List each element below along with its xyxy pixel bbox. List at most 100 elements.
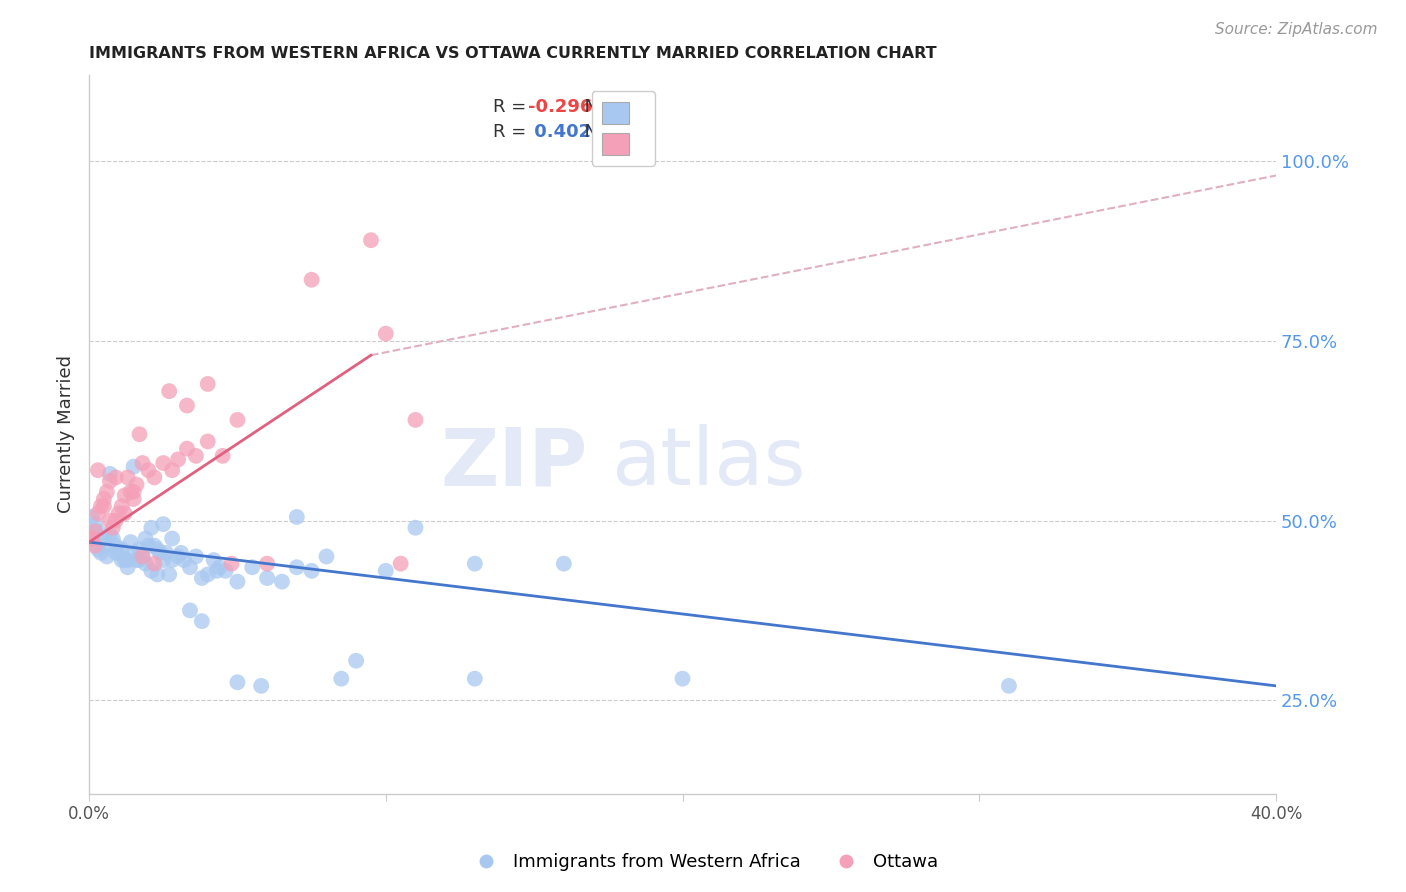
Point [104,546,127,560]
Point [111,553,134,567]
Point [104,514,127,528]
Point [138,463,160,477]
Point [301,564,323,578]
Point [176,442,198,456]
Point [208,560,231,574]
Point [80,532,103,546]
Point [84,539,107,553]
Point [149,546,172,560]
Point [155,546,177,560]
Point [104,539,127,553]
Point [671,672,693,686]
Point [93,539,115,553]
Point [197,376,219,391]
Point [389,557,412,571]
Point [93,532,115,546]
Legend: , : , [592,91,655,166]
Point [464,557,486,571]
Point [122,546,145,560]
Y-axis label: Currently Married: Currently Married [58,355,75,513]
Point [143,470,166,484]
Point [256,557,278,571]
Point [96,484,118,499]
Text: IMMIGRANTS FROM WESTERN AFRICA VS OTTAWA CURRENTLY MARRIED CORRELATION CHART: IMMIGRANTS FROM WESTERN AFRICA VS OTTAWA… [89,46,936,62]
Point [157,567,180,582]
Point [134,557,156,571]
Point [179,603,201,617]
Point [146,542,169,557]
Point [184,549,207,564]
Point [170,546,193,560]
Point [131,549,153,564]
Point [117,553,139,567]
Text: atlas: atlas [612,424,806,502]
Point [226,413,249,427]
Point [301,273,323,287]
Point [404,413,426,427]
Point [104,470,127,484]
Point [122,491,145,506]
Point [146,567,169,582]
Point [160,553,183,567]
Point [173,553,195,567]
Point [221,557,243,571]
Point [143,557,166,571]
Point [120,484,142,499]
Point [191,614,214,628]
Point [98,474,121,488]
Point [101,521,124,535]
Point [464,672,486,686]
Point [90,546,112,560]
Point [122,459,145,474]
Point [84,517,107,532]
Point [205,564,228,578]
Point [226,574,249,589]
Point [176,399,198,413]
Point [96,549,118,564]
Point [122,484,145,499]
Point [152,456,174,470]
Point [157,384,180,399]
Legend: Immigrants from Western Africa, Ottawa: Immigrants from Western Africa, Ottawa [461,847,945,879]
Point [202,553,225,567]
Point [214,564,236,578]
Point [143,539,166,553]
Point [240,560,263,574]
Point [167,549,190,564]
Point [114,553,136,567]
Point [131,456,153,470]
Text: Source: ZipAtlas.com: Source: ZipAtlas.com [1215,22,1378,37]
Point [87,507,110,521]
Point [125,477,148,491]
Point [131,549,153,564]
Point [98,528,121,542]
Point [107,507,129,521]
Point [114,488,136,502]
Point [197,434,219,449]
Point [101,532,124,546]
Text: R =: R = [492,123,531,142]
Point [125,553,148,567]
Point [128,427,150,442]
Text: 0.402: 0.402 [529,123,592,142]
Point [197,567,219,582]
Point [374,326,396,341]
Point [107,546,129,560]
Point [98,467,121,481]
Point [271,574,294,589]
Point [285,560,308,574]
Point [167,452,190,467]
Text: ZIP: ZIP [440,424,588,502]
Point [114,507,136,521]
Point [344,654,367,668]
Text: 48: 48 [603,123,628,142]
Point [250,679,273,693]
Text: N =: N = [574,98,624,116]
Point [93,499,115,513]
Point [315,549,337,564]
Point [117,560,139,574]
Point [226,675,249,690]
Point [152,553,174,567]
Point [98,514,121,528]
Point [128,542,150,557]
